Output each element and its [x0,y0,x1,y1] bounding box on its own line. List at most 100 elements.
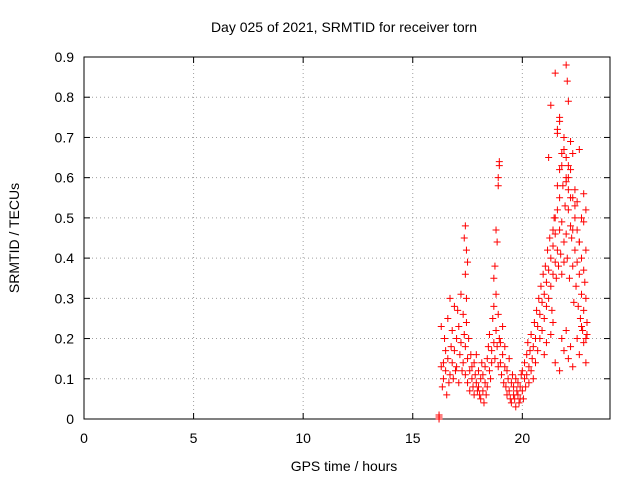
y-tick-label: 0.3 [55,290,75,306]
data-point [558,150,566,158]
data-point [547,331,555,339]
data-point [570,298,578,306]
data-point [542,339,550,347]
data-point [498,371,506,379]
data-point [505,355,513,363]
data-point [564,206,572,214]
y-tick-label: 0.9 [55,49,75,65]
data-point [574,302,582,310]
data-point [562,327,570,335]
data-point [573,198,581,206]
data-point [542,302,550,310]
data-point [547,254,555,262]
data-point [556,194,564,202]
data-point [564,355,572,363]
data-point [580,266,588,274]
data-point [439,375,447,383]
data-point [540,351,548,359]
data-point [444,314,452,322]
data-point [439,359,447,367]
x-axis-title: GPS time / hours [291,458,398,474]
data-point [569,226,577,234]
data-point [578,254,586,262]
data-point [499,322,507,330]
data-point [565,274,573,282]
data-point [583,331,591,339]
data-point [580,190,588,198]
data-point [492,327,500,335]
data-point [485,331,493,339]
data-point [447,343,455,351]
data-point [525,363,533,371]
data-point [528,355,536,363]
x-tick-label: 5 [190,430,198,446]
data-point [480,399,488,407]
data-point [582,206,590,214]
data-point [496,359,504,367]
data-point [460,234,468,242]
data-point [538,298,546,306]
data-point [537,282,545,290]
x-tick-label: 20 [515,430,531,446]
data-point [568,234,576,242]
data-point [553,206,561,214]
data-point [580,339,588,347]
data-point [545,294,553,302]
data-point [465,335,473,343]
data-point [549,226,557,234]
data-point [554,262,562,270]
data-point [540,314,548,322]
x-tick-label: 0 [80,430,88,446]
data-point [442,367,450,375]
data-point [562,178,570,186]
data-point [562,61,570,69]
grid-layer [84,57,610,419]
data-point [562,154,570,162]
data-point [579,327,587,335]
data-point [487,375,495,383]
data-point [490,302,498,310]
data-point [510,383,518,391]
data-point [547,282,555,290]
data-point [489,314,497,322]
data-point [462,318,470,326]
data-point [438,383,446,391]
data-point [529,375,537,383]
data-point [533,306,541,314]
data-point [471,371,479,379]
data-point [468,363,476,371]
data-point [540,290,548,298]
data-point [501,363,509,371]
data-point [445,379,453,387]
data-point [464,379,472,387]
data-point [558,270,566,278]
data-point [552,274,560,282]
data-point [567,194,575,202]
data-point [538,327,546,335]
data-point [556,117,564,125]
data-point [558,218,566,226]
data-point [461,343,469,351]
y-tick-label: 0.2 [55,331,75,347]
data-point [477,375,485,383]
data-point [472,351,480,359]
data-point [461,270,469,278]
data-point [541,262,549,270]
y-tick-label: 0.6 [55,170,75,186]
data-point [518,387,526,395]
y-tick-label: 0.5 [55,210,75,226]
data-point [459,359,467,367]
data-point [494,363,502,371]
data-point [485,367,493,375]
data-point [470,359,478,367]
data-point [504,375,512,383]
points-layer [435,61,591,423]
data-point [557,250,565,258]
data-point [479,371,487,379]
data-point [518,367,526,375]
data-point [446,371,454,379]
data-point [503,391,511,399]
data-point [539,270,547,278]
data-point [462,246,470,254]
